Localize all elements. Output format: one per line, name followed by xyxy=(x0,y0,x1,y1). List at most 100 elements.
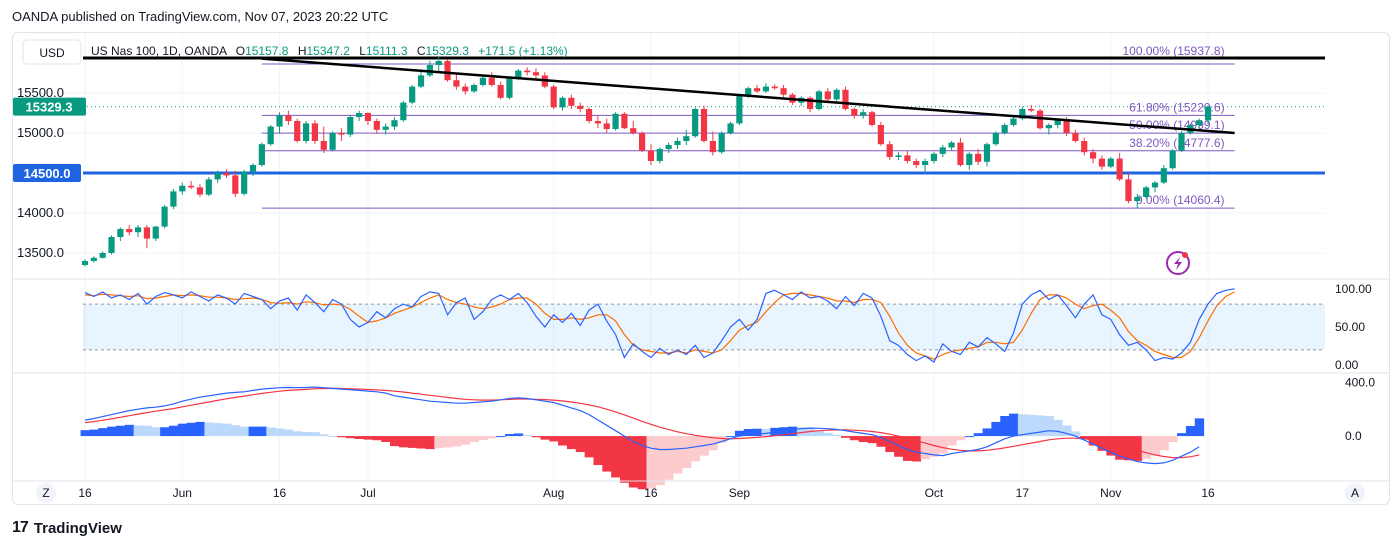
candle-body xyxy=(656,149,663,161)
macd-histogram-bar xyxy=(805,428,816,437)
candle-body xyxy=(470,85,478,92)
candle-body xyxy=(435,61,442,65)
candle-body xyxy=(285,115,292,121)
macd-histogram-bar xyxy=(363,436,373,440)
macd-histogram-bar xyxy=(505,434,515,437)
candle-body xyxy=(1143,187,1150,197)
candle-body xyxy=(99,253,106,258)
candle-body xyxy=(718,133,725,153)
candle-body xyxy=(577,105,584,109)
macd-histogram-bar xyxy=(885,436,895,453)
candle-body xyxy=(1010,118,1017,125)
open-value: 15157.8 xyxy=(245,44,289,58)
macd-histogram-bar xyxy=(89,429,99,437)
candle-body xyxy=(258,144,265,165)
time-tick-label: Sep xyxy=(729,486,751,500)
macd-line xyxy=(84,386,1200,465)
candle-body xyxy=(1178,133,1185,151)
last-price-tag: 15329.3 xyxy=(13,97,86,116)
zoom-button-label: Z xyxy=(42,486,49,500)
candle-body xyxy=(948,142,955,148)
candle-body xyxy=(983,144,991,162)
time-tick-label: 17 xyxy=(1016,486,1030,500)
candle-body xyxy=(1089,152,1097,159)
candle-body xyxy=(515,70,522,79)
auto-scale-button[interactable] xyxy=(1345,483,1365,503)
candle-body xyxy=(1036,110,1044,129)
fibonacci-retracement[interactable]: 100.00% (15937.8)61.80% (15220.6)50.00% … xyxy=(261,44,1235,209)
currency-button[interactable] xyxy=(22,39,82,65)
price-axis[interactable]: 13500.0 14000.0 15000.0 15500.0 100.00 50.00 0… xyxy=(17,85,1375,443)
macd-histogram-bar xyxy=(566,436,577,450)
macd-histogram-bar xyxy=(407,436,418,448)
candle-body xyxy=(1107,158,1114,167)
macd-histogram-bar xyxy=(372,436,382,441)
candle-body xyxy=(762,86,769,92)
candle-body xyxy=(311,123,319,141)
macd-histogram-bar xyxy=(549,436,559,442)
macd-histogram-bar xyxy=(1000,415,1010,437)
macd-histogram-bar xyxy=(80,430,90,437)
tradingview-logo[interactable]: 17 TradingView xyxy=(12,519,122,537)
macd-histogram-bar xyxy=(947,436,957,446)
macd-histogram-bar xyxy=(133,425,143,437)
candle-body xyxy=(851,109,858,116)
candle-body xyxy=(214,173,221,180)
time-tick-label: Aug xyxy=(543,486,564,500)
macd-histogram-bar xyxy=(1009,413,1019,437)
stochastic-pane xyxy=(83,288,1325,363)
candle-body xyxy=(568,97,575,106)
fib-level-label: 61.80% (15220.6) xyxy=(1129,100,1224,114)
chart-frame[interactable]: 100.00% (15937.8) 61.80% (15220.6) 50.00% … xyxy=(12,32,1390,505)
candle-body xyxy=(1072,133,1079,141)
stochastic-band xyxy=(83,304,1325,350)
macd-histogram-bar xyxy=(487,436,497,439)
candle-body xyxy=(524,70,531,73)
candle-body xyxy=(81,261,89,265)
macd-histogram-bar xyxy=(531,436,541,438)
published-header: OANDA published on TradingView.com, Nov … xyxy=(12,9,389,24)
macd-histogram-bar xyxy=(177,423,188,437)
macd-histogram-bar xyxy=(849,436,860,441)
candle-body xyxy=(1019,109,1026,119)
macd-histogram-bar xyxy=(1097,436,1107,451)
candles xyxy=(81,57,1212,267)
candle-body xyxy=(1204,106,1212,121)
zoom-button[interactable] xyxy=(36,483,56,503)
macd-histogram-bar xyxy=(761,428,771,437)
candle-body xyxy=(877,125,884,145)
macd-histogram-bar xyxy=(1079,436,1090,440)
trendline[interactable] xyxy=(261,57,1235,135)
candle-body xyxy=(1081,141,1088,153)
macd-histogram-bar xyxy=(593,436,603,466)
stochastic-k-line xyxy=(84,288,1235,363)
macd-histogram-bar xyxy=(381,436,391,442)
chart-svg[interactable]: 100.00% (15937.8)61.80% (15220.6)50.00% … xyxy=(13,33,1390,505)
candle-body xyxy=(391,120,398,127)
candle-body xyxy=(1001,125,1008,133)
macd-histogram-bar xyxy=(107,426,117,437)
candle-body xyxy=(241,171,248,194)
candle-body xyxy=(249,165,257,172)
macd-histogram-bar xyxy=(867,436,877,444)
candle-body xyxy=(1116,158,1123,180)
macd-histogram-bar xyxy=(779,427,789,437)
macd-histogram-bar xyxy=(734,430,745,437)
flash-icon[interactable] xyxy=(1166,251,1190,275)
macd-histogram-bar xyxy=(920,436,930,460)
macd-histogram-bar xyxy=(1088,436,1099,446)
candle-body xyxy=(612,113,619,129)
macd-histogram-bar xyxy=(681,436,692,468)
time-axis[interactable]: 16 Jun 16 Jul Aug 16 Sep Oct 17 Nov 16 Z A xyxy=(13,480,1390,503)
price-tick-label: 15500.0 xyxy=(17,85,64,100)
candle-body xyxy=(1169,150,1176,169)
symbol-title: US Nas 100, 1D, OANDA xyxy=(91,44,227,58)
macd-histogram-bar xyxy=(1168,436,1178,442)
close-label: C xyxy=(417,44,426,58)
macd-histogram-bar xyxy=(1115,436,1125,460)
macd-histogram-bar xyxy=(690,436,701,462)
macd-histogram-bar xyxy=(522,434,533,437)
macd-histogram-bar xyxy=(973,433,984,437)
candle-body xyxy=(338,133,345,135)
macd-histogram-bar xyxy=(186,422,197,437)
